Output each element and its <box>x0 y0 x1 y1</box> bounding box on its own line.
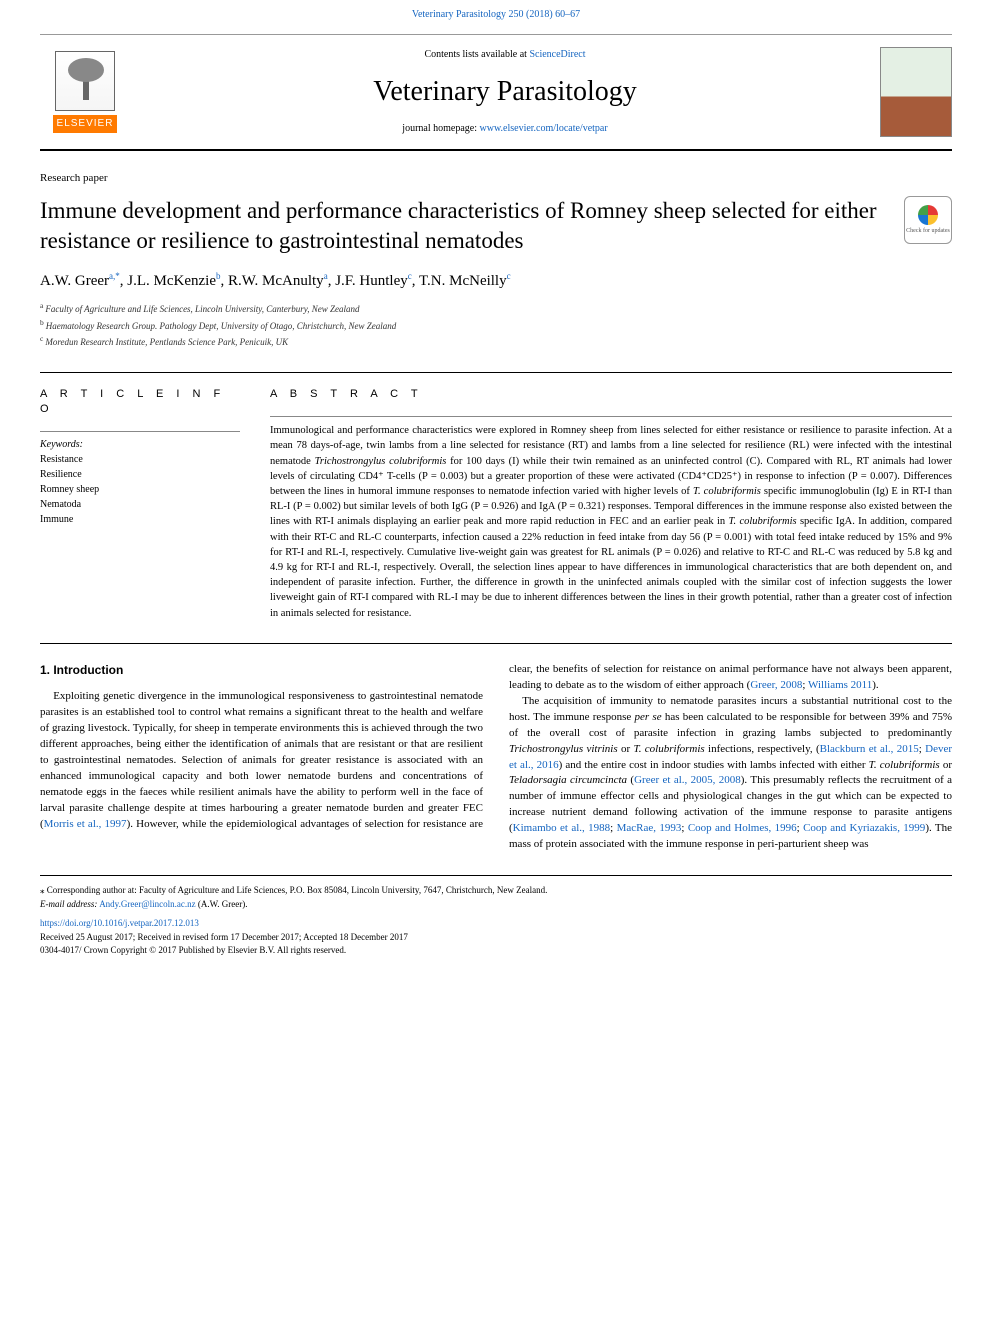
elsevier-wordmark: ELSEVIER <box>53 115 118 133</box>
intro-heading: 1. Introduction <box>40 662 483 679</box>
affil-b: Haematology Research Group. Pathology De… <box>46 321 396 331</box>
abstract-text: Immunological and performance characteri… <box>270 416 952 621</box>
ref-coop-kyriazakis-1999[interactable]: Coop and Kyriazakis, 1999 <box>803 822 925 834</box>
ref-williams-2011[interactable]: Williams 2011 <box>808 679 872 691</box>
crossmark-badge[interactable]: Check for updates <box>904 196 952 244</box>
crossmark-label: Check for updates <box>906 227 950 235</box>
ref-coop-holmes-1996[interactable]: Coop and Holmes, 1996 <box>688 822 797 834</box>
copyright: 0304-4017/ Crown Copyright © 2017 Publis… <box>40 944 952 958</box>
author-2: , J.L. McKenzie <box>120 273 216 289</box>
received-dates: Received 25 August 2017; Received in rev… <box>40 931 952 945</box>
abstract-column: A B S T R A C T Immunological and perfor… <box>270 387 952 621</box>
author-4: , J.F. Huntley <box>328 273 408 289</box>
body-text: 1. Introduction Exploiting genetic diver… <box>40 662 952 853</box>
page-footer: ⁎ Corresponding author at: Faculty of Ag… <box>40 875 952 984</box>
intro-paragraph-2: The acquisition of immunity to nematode … <box>509 694 952 853</box>
author-1-affil: a,* <box>109 271 120 281</box>
ref-macrae-1993[interactable]: MacRae, 1993 <box>617 822 682 834</box>
contents-prefix: Contents lists available at <box>424 49 529 60</box>
keyword: Romney sheep <box>40 482 240 497</box>
affiliations: aFaculty of Agriculture and Life Science… <box>40 300 952 350</box>
ref-greer-2008[interactable]: Greer, 2008 <box>750 679 802 691</box>
article-info-heading: A R T I C L E I N F O <box>40 387 240 418</box>
keywords-label: Keywords: <box>40 431 240 452</box>
journal-cover-thumb <box>880 47 952 137</box>
paper-title: Immune development and performance chara… <box>40 196 884 256</box>
ref-greer-2005-2008[interactable]: Greer et al., 2005, 2008 <box>634 774 741 786</box>
author-list: A.W. Greera,*, J.L. McKenzieb, R.W. McAn… <box>40 270 952 292</box>
keyword: Nematoda <box>40 497 240 512</box>
homepage-prefix: journal homepage: <box>402 123 479 134</box>
author-5: , T.N. McNeilly <box>412 273 507 289</box>
corresponding-email[interactable]: Andy.Greer@lincoln.ac.nz <box>99 899 195 909</box>
keyword: Resilience <box>40 467 240 482</box>
crossmark-icon <box>918 205 938 225</box>
abstract-heading: A B S T R A C T <box>270 387 952 402</box>
elsevier-tree-icon <box>55 51 115 111</box>
email-suffix: (A.W. Greer). <box>196 899 248 909</box>
affil-c: Moredun Research Institute, Pentlands Sc… <box>45 337 288 347</box>
elsevier-logo: ELSEVIER <box>40 51 130 133</box>
keywords-list: Resistance Resilience Romney sheep Nemat… <box>40 452 240 527</box>
citation-link[interactable]: Veterinary Parasitology 250 (2018) 60–67 <box>412 9 580 20</box>
journal-homepage: journal homepage: www.elsevier.com/locat… <box>130 122 880 136</box>
sciencedirect-link[interactable]: ScienceDirect <box>529 49 585 60</box>
citation-header: Veterinary Parasitology 250 (2018) 60–67 <box>0 0 992 34</box>
journal-banner: ELSEVIER Contents lists available at Sci… <box>40 34 952 151</box>
ref-morris-1997[interactable]: Morris et al., 1997 <box>44 818 127 830</box>
paper-type: Research paper <box>40 171 952 186</box>
journal-title: Veterinary Parasitology <box>130 72 880 111</box>
doi-link[interactable]: https://doi.org/10.1016/j.vetpar.2017.12… <box>40 918 199 928</box>
author-5-affil: c <box>507 271 511 281</box>
contents-lists: Contents lists available at ScienceDirec… <box>130 48 880 62</box>
article-info-column: A R T I C L E I N F O Keywords: Resistan… <box>40 387 240 621</box>
author-3: , R.W. McAnulty <box>220 273 323 289</box>
section-divider <box>40 643 952 644</box>
corresponding-author: ⁎ Corresponding author at: Faculty of Ag… <box>40 884 952 898</box>
email-label: E-mail address: <box>40 899 97 909</box>
ref-kimambo-1988[interactable]: Kimambo et al., 1988 <box>513 822 611 834</box>
author-1: A.W. Greer <box>40 273 109 289</box>
affil-a: Faculty of Agriculture and Life Sciences… <box>45 304 359 314</box>
banner-center: Contents lists available at ScienceDirec… <box>130 48 880 135</box>
ref-blackburn-2015[interactable]: Blackburn et al., 2015 <box>820 743 919 755</box>
keyword: Resistance <box>40 452 240 467</box>
keyword: Immune <box>40 512 240 527</box>
homepage-link[interactable]: www.elsevier.com/locate/vetpar <box>480 123 608 134</box>
